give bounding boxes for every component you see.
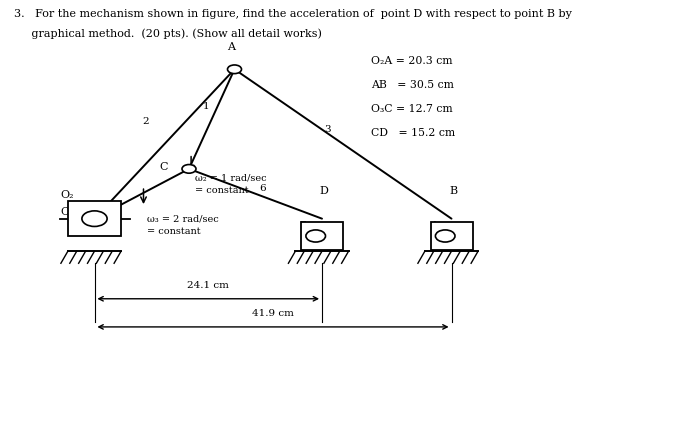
Text: 4: 4 <box>430 221 438 229</box>
Text: CD   = 15.2 cm: CD = 15.2 cm <box>371 128 455 138</box>
Text: ω₂ = 1 rad/sec
= constant: ω₂ = 1 rad/sec = constant <box>195 173 266 195</box>
Text: O₂: O₂ <box>60 190 74 200</box>
Circle shape <box>306 230 326 242</box>
Text: 5: 5 <box>106 206 113 214</box>
Text: AB   = 30.5 cm: AB = 30.5 cm <box>371 80 454 90</box>
Bar <box>430 222 473 250</box>
Bar <box>301 222 343 250</box>
Circle shape <box>82 211 107 226</box>
Text: A: A <box>227 42 235 52</box>
Text: 41.9 cm: 41.9 cm <box>252 309 294 318</box>
Bar <box>68 201 121 236</box>
Text: 24.1 cm: 24.1 cm <box>188 281 229 290</box>
Text: O₅: O₅ <box>60 207 74 217</box>
Text: O₂A = 20.3 cm: O₂A = 20.3 cm <box>371 56 452 66</box>
Text: 6: 6 <box>259 184 266 193</box>
Circle shape <box>228 65 241 74</box>
Circle shape <box>435 230 455 242</box>
Text: graphical method.  (20 pts). (Show all detail works): graphical method. (20 pts). (Show all de… <box>14 28 322 39</box>
Text: O₃C = 12.7 cm: O₃C = 12.7 cm <box>371 104 453 114</box>
Text: 3: 3 <box>324 126 331 134</box>
Text: ω₃ = 2 rad/sec
= constant: ω₃ = 2 rad/sec = constant <box>147 214 218 236</box>
Text: 7: 7 <box>299 221 306 229</box>
Circle shape <box>182 165 196 173</box>
Text: 1: 1 <box>203 102 210 110</box>
Text: C: C <box>160 162 168 172</box>
Text: 3.   For the mechanism shown in figure, find the acceleration of  point D with r: 3. For the mechanism shown in figure, fi… <box>14 9 572 19</box>
Text: B: B <box>449 186 458 196</box>
Text: 2: 2 <box>142 117 149 126</box>
Text: D: D <box>319 186 328 196</box>
